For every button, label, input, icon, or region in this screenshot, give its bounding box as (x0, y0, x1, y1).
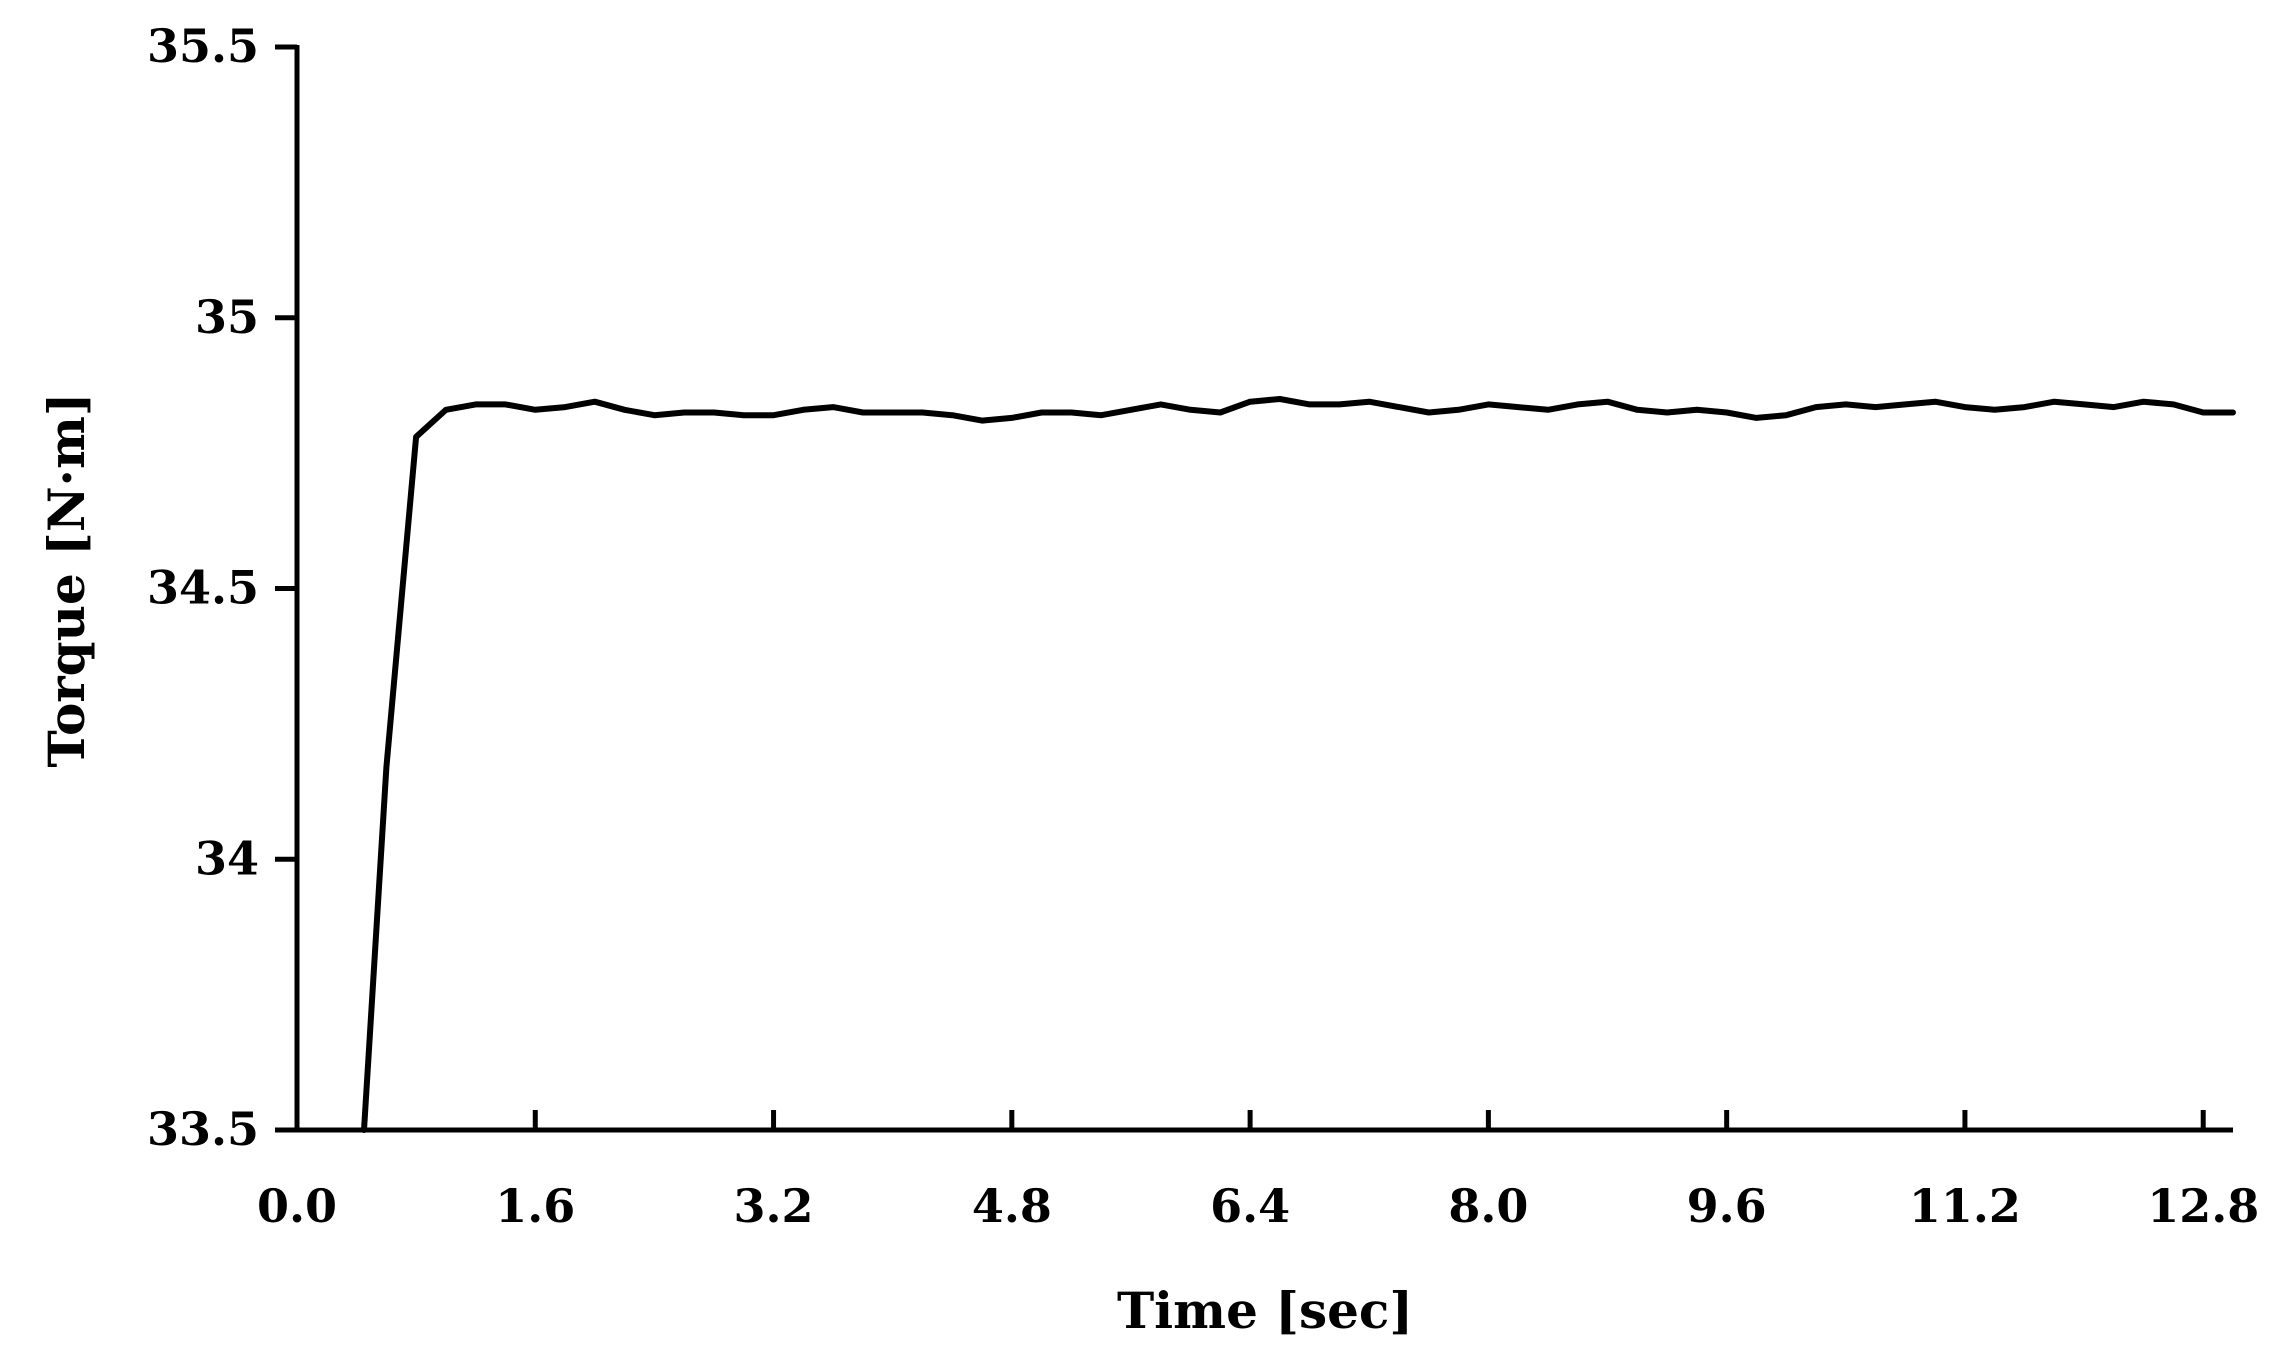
x-axis-label: Time [sec] (1117, 1281, 1413, 1340)
x-tick-label: 4.8 (972, 1179, 1052, 1233)
x-tick-label: 12.8 (2147, 1179, 2259, 1233)
x-tick-label: 9.6 (1687, 1179, 1767, 1233)
x-tick-label: 6.4 (1210, 1179, 1290, 1233)
series-layer (361, 396, 2236, 1133)
x-axis-ticks: 0.0 1.6 3.2 4.8 6.4 8.0 9.6 11.2 12.8 (257, 1110, 2259, 1233)
y-tick-label: 34.5 (147, 561, 259, 615)
x-tick-label: 0.0 (257, 1179, 337, 1233)
y-tick-label: 35.5 (147, 19, 259, 73)
y-axis-label: Torque [N·m] (37, 392, 96, 767)
torque-series-line (361, 396, 2236, 1133)
x-tick-label: 3.2 (734, 1179, 814, 1233)
y-axis-ticks: 33.5 34 34.5 35 35.5 (147, 19, 297, 1156)
x-tick-label: 11.2 (1909, 1179, 2021, 1233)
y-tick-label: 33.5 (147, 1102, 259, 1156)
x-tick-label: 1.6 (495, 1179, 575, 1233)
y-tick-label: 34 (195, 831, 259, 885)
y-tick-label: 35 (195, 290, 259, 344)
x-tick-label: 8.0 (1448, 1179, 1528, 1233)
